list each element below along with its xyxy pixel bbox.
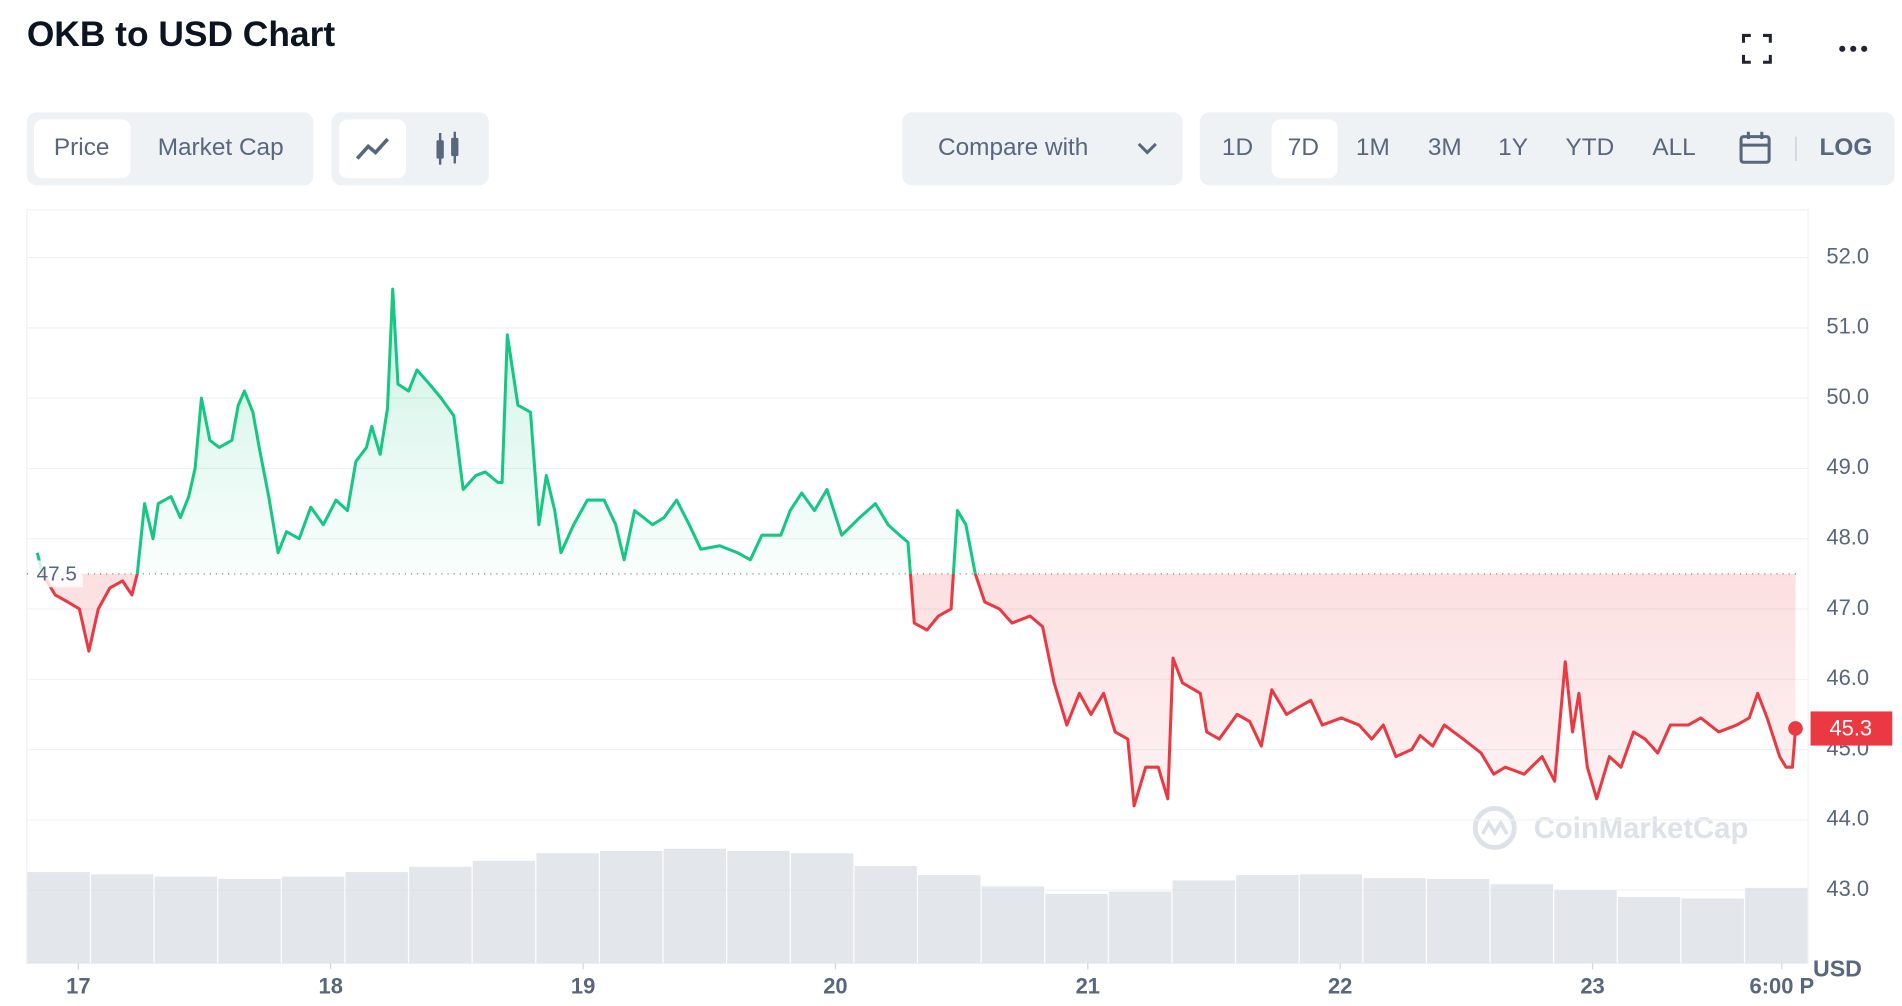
plot-frame [26, 209, 1809, 964]
tab-selected[interactable] [34, 119, 131, 179]
range-button[interactable]: YTD [1566, 134, 1615, 161]
volume-bar [1236, 875, 1299, 964]
volume-bar [1108, 891, 1172, 964]
volume-bar [918, 875, 981, 964]
range-button[interactable]: 1D [1222, 134, 1253, 161]
y-tick-label: 49.0 [1826, 454, 1869, 479]
x-tick-label: 22 [1328, 973, 1352, 998]
volume-bar [663, 848, 727, 964]
x-tick-label: 18 [319, 973, 343, 998]
last-point [1788, 721, 1803, 736]
y-tick-label: 51.0 [1826, 314, 1869, 339]
volume-bar [91, 874, 154, 964]
volume-bar [1745, 887, 1808, 964]
currency-label: USD [1813, 956, 1862, 982]
more-icon[interactable] [1839, 45, 1868, 52]
reference-label: 47.5 [37, 563, 77, 586]
volume-bar [854, 866, 917, 964]
line-icon [355, 137, 390, 160]
volume-bar [1681, 898, 1744, 964]
reference-label-bg [31, 560, 83, 588]
range-button[interactable]: 3M [1428, 134, 1462, 161]
tab[interactable]: Market Cap [158, 134, 284, 161]
volume-bar [599, 850, 663, 964]
log-button[interactable]: LOG [1820, 134, 1873, 161]
range-selected[interactable] [1271, 119, 1338, 179]
range-button[interactable]: 1M [1356, 134, 1390, 161]
volume-bar [1427, 878, 1490, 964]
volume-bar [727, 850, 790, 964]
price-tag [1810, 711, 1893, 746]
volume-bar [218, 878, 281, 964]
y-tick-label: 44.0 [1826, 806, 1869, 831]
y-tick-label: 50.0 [1826, 384, 1869, 409]
compare-label[interactable]: Compare with [938, 134, 1088, 161]
x-tick-label: 6:00 P [1750, 973, 1815, 998]
y-tick-label: 43.0 [1826, 876, 1869, 901]
calendar-icon[interactable] [1739, 131, 1771, 164]
volume-bar [1490, 884, 1554, 964]
volume-bar [1299, 874, 1363, 964]
compare-dropdown[interactable] [902, 112, 1183, 186]
volume-bar [1172, 880, 1235, 964]
x-tick-label: 23 [1580, 973, 1604, 998]
y-tick-label: 46.0 [1826, 665, 1869, 690]
volume-bar [981, 886, 1045, 964]
tab[interactable]: Price [54, 134, 110, 161]
y-tick-label: 52.0 [1826, 243, 1869, 268]
price-line [35, 287, 1798, 808]
chart-title: OKB to USD Chart [27, 15, 336, 54]
volume-bar [1045, 893, 1108, 964]
candle-icon[interactable] [436, 131, 459, 165]
volume-bar [790, 853, 854, 964]
watermark: CoinMarketCap [1472, 805, 1749, 850]
x-tick-label: 21 [1076, 973, 1100, 998]
y-tick-label: 48.0 [1826, 525, 1869, 550]
volume-bar [345, 872, 408, 964]
volume-bar [536, 853, 599, 964]
range-button[interactable]: ALL [1652, 134, 1695, 161]
x-tick-label: 19 [571, 973, 595, 998]
fullscreen-icon[interactable] [1741, 33, 1772, 64]
volume-bar [154, 876, 218, 964]
range-button[interactable]: 7D [1288, 134, 1319, 161]
price-area [37, 289, 1796, 806]
volume-bar [1617, 896, 1681, 964]
chevron [1137, 142, 1157, 155]
volume-bar [472, 860, 536, 964]
x-tick-label: 20 [823, 973, 847, 998]
volume-bar [1363, 878, 1426, 964]
range-button[interactable]: 1Y [1498, 134, 1528, 161]
volume-bar [281, 876, 345, 964]
volume-bar [409, 866, 472, 964]
volume-bar [27, 872, 90, 964]
volume-bar [1554, 890, 1617, 964]
range-group [1199, 112, 1895, 186]
x-tick-label: 17 [66, 973, 90, 998]
watermark-text: CoinMarketCap [1534, 813, 1749, 845]
y-tick-label: 47.0 [1826, 595, 1869, 620]
price-tag-label: 45.3 [1829, 716, 1872, 741]
